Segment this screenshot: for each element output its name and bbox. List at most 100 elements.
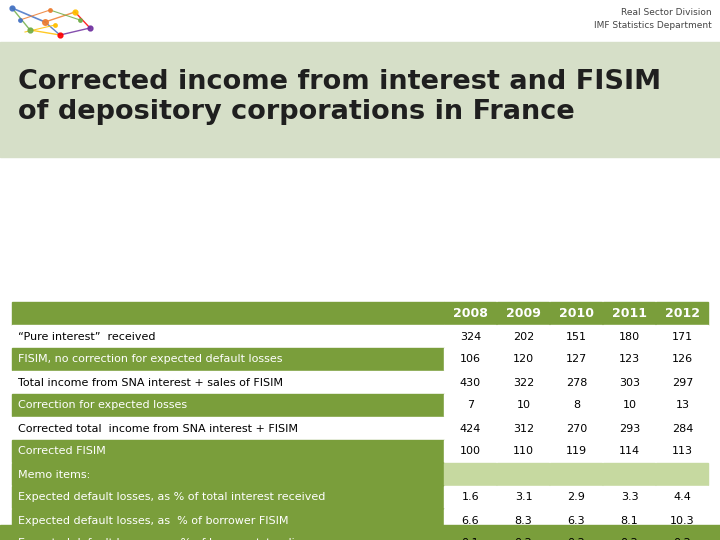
Text: 120: 120: [513, 354, 534, 364]
Text: 126: 126: [672, 354, 693, 364]
Bar: [603, 394, 655, 416]
Bar: [550, 486, 602, 508]
Bar: [656, 325, 708, 347]
Bar: [603, 509, 655, 531]
Text: 312: 312: [513, 423, 534, 434]
Text: Total income from SNA interest + sales of FISIM: Total income from SNA interest + sales o…: [18, 377, 283, 388]
Text: 2011: 2011: [612, 307, 647, 320]
Text: 13: 13: [675, 401, 690, 410]
Text: 322: 322: [513, 377, 534, 388]
Text: 171: 171: [672, 332, 693, 341]
Bar: [497, 325, 549, 347]
Text: 180: 180: [619, 332, 640, 341]
Bar: [550, 417, 602, 439]
Bar: [603, 486, 655, 508]
Bar: [603, 532, 655, 540]
Bar: [497, 486, 549, 508]
Text: “Pure interest”  received: “Pure interest” received: [18, 332, 156, 341]
Text: Corrected FISIM: Corrected FISIM: [18, 447, 106, 456]
Bar: [550, 394, 602, 416]
Text: Correction for expected losses: Correction for expected losses: [18, 401, 187, 410]
Bar: [497, 417, 549, 439]
Bar: [12, 348, 444, 370]
Bar: [550, 325, 602, 347]
Text: 424: 424: [460, 423, 481, 434]
Bar: [550, 532, 602, 540]
Bar: [12, 394, 444, 416]
Text: of depository corporations in France: of depository corporations in France: [18, 99, 575, 125]
Text: 1.6: 1.6: [462, 492, 480, 503]
Text: 127: 127: [566, 354, 587, 364]
Bar: [444, 532, 496, 540]
Text: 10: 10: [516, 401, 531, 410]
Text: Expected default losses, as   % of loans outstanding: Expected default losses, as % of loans o…: [18, 538, 309, 540]
Text: 324: 324: [460, 332, 481, 341]
Bar: [550, 440, 602, 462]
Text: 2012: 2012: [665, 307, 700, 320]
Bar: [656, 371, 708, 393]
Bar: [603, 417, 655, 439]
Text: Corrected total  income from SNA interest + FISIM: Corrected total income from SNA interest…: [18, 423, 298, 434]
Text: 2010: 2010: [559, 307, 594, 320]
Text: Expected default losses, as  % of borrower FISIM: Expected default losses, as % of borrowe…: [18, 516, 289, 525]
Bar: [656, 440, 708, 462]
Bar: [12, 463, 444, 485]
Bar: [656, 417, 708, 439]
Text: 114: 114: [619, 447, 640, 456]
Text: 0.2: 0.2: [674, 538, 691, 540]
Text: 8.3: 8.3: [515, 516, 532, 525]
Bar: [656, 302, 708, 325]
Bar: [656, 486, 708, 508]
Text: 270: 270: [566, 423, 587, 434]
Bar: [603, 348, 655, 370]
Bar: [656, 394, 708, 416]
Text: 10.3: 10.3: [670, 516, 695, 525]
Bar: [656, 532, 708, 540]
Bar: [550, 302, 602, 325]
Text: 4.4: 4.4: [674, 492, 691, 503]
Text: 430: 430: [460, 377, 481, 388]
Bar: [0, 525, 720, 540]
Bar: [444, 325, 496, 347]
Bar: [12, 417, 444, 439]
Bar: [603, 371, 655, 393]
Bar: [497, 532, 549, 540]
Text: 2.9: 2.9: [567, 492, 585, 503]
Bar: [497, 302, 549, 325]
Bar: [12, 486, 444, 508]
Text: Corrected income from interest and FISIM: Corrected income from interest and FISIM: [18, 69, 661, 95]
Bar: [444, 463, 496, 485]
Bar: [497, 371, 549, 393]
Bar: [550, 463, 602, 485]
Bar: [603, 440, 655, 462]
Text: 106: 106: [460, 354, 481, 364]
Text: Expected default losses, as % of total interest received: Expected default losses, as % of total i…: [18, 492, 325, 503]
Bar: [444, 302, 496, 325]
Bar: [603, 325, 655, 347]
Bar: [550, 371, 602, 393]
Text: 3.3: 3.3: [621, 492, 639, 503]
Text: 8.1: 8.1: [621, 516, 639, 525]
Bar: [497, 394, 549, 416]
Bar: [497, 348, 549, 370]
Text: 123: 123: [619, 354, 640, 364]
Bar: [550, 509, 602, 531]
Bar: [603, 302, 655, 325]
Text: 2008: 2008: [453, 307, 488, 320]
Bar: [12, 509, 444, 531]
Bar: [444, 371, 496, 393]
Bar: [550, 348, 602, 370]
Text: 297: 297: [672, 377, 693, 388]
Text: 0.1: 0.1: [462, 538, 480, 540]
Text: 110: 110: [513, 447, 534, 456]
Bar: [444, 417, 496, 439]
Bar: [12, 440, 444, 462]
Text: 10: 10: [623, 401, 636, 410]
Bar: [12, 532, 444, 540]
Text: 100: 100: [460, 447, 481, 456]
Text: 202: 202: [513, 332, 534, 341]
Text: 6.6: 6.6: [462, 516, 480, 525]
Text: 284: 284: [672, 423, 693, 434]
Text: FISIM, no correction for expected default losses: FISIM, no correction for expected defaul…: [18, 354, 282, 364]
Bar: [444, 486, 496, 508]
